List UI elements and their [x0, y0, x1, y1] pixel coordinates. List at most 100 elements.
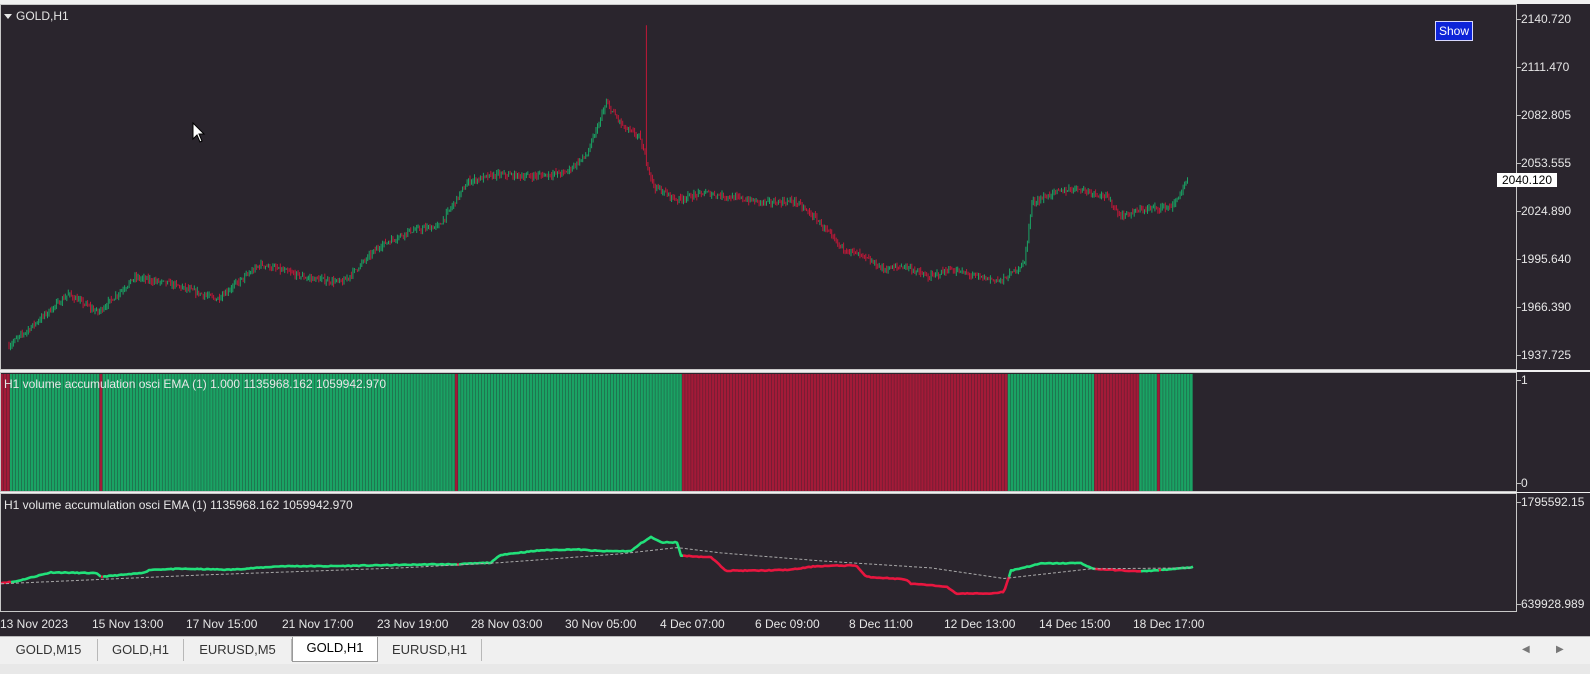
histogram-bar: [419, 374, 422, 491]
indicator1-axis-top: 1: [1521, 373, 1528, 387]
histogram-bar: [700, 374, 703, 491]
histogram-bar: [1007, 374, 1011, 491]
histogram-bar: [523, 374, 527, 491]
histogram-bar: [54, 374, 58, 491]
histogram-bar: [266, 374, 270, 491]
tab-scroll-left-icon[interactable]: ◀: [1522, 644, 1530, 655]
histogram-bar: [550, 374, 554, 491]
histogram-bar: [219, 374, 222, 491]
histogram-bar: [670, 374, 673, 491]
histogram-bar: [30, 374, 34, 491]
histogram-bar: [1079, 374, 1083, 491]
histogram-bar: [706, 374, 709, 491]
histogram-bar: [159, 374, 162, 491]
histogram-bar: [511, 374, 515, 491]
histogram-bar: [27, 374, 31, 491]
histogram-bar: [132, 374, 136, 491]
time-axis-label: 28 Nov 03:00: [471, 617, 543, 631]
tab-gold-h1-active[interactable]: GOLD,H1: [292, 637, 378, 662]
histogram-bar: [449, 374, 452, 491]
indicator1-axis-bottom: 0: [1521, 476, 1528, 490]
histogram-bar: [598, 374, 602, 491]
histogram-bar: [1106, 374, 1109, 491]
indicator-pane-line[interactable]: H1 volume accumulation osci EMA (1) 1135…: [0, 493, 1517, 612]
histogram-bar: [467, 374, 470, 491]
indicator-pane-histogram[interactable]: H1 volume accumulation osci EMA (1) 1.00…: [0, 372, 1517, 492]
dropdown-triangle-icon[interactable]: [4, 13, 12, 19]
histogram-bar: [834, 374, 838, 491]
show-button[interactable]: Show: [1435, 21, 1473, 41]
histogram-bar: [380, 374, 384, 491]
histogram-bar: [1016, 374, 1020, 491]
histogram-bar: [965, 374, 969, 491]
tab-scroll-right-icon[interactable]: ▶: [1556, 644, 1564, 655]
histogram-bar: [1175, 374, 1178, 491]
histogram-bar: [1001, 374, 1005, 491]
histogram-bar: [90, 374, 94, 491]
histogram-bar: [822, 374, 826, 491]
histogram-bar: [1043, 374, 1047, 491]
histogram-bar: [667, 374, 670, 491]
histogram-bar: [499, 374, 503, 491]
histogram-bar: [446, 374, 449, 491]
histogram-bar: [168, 374, 171, 491]
histogram-bar: [1082, 374, 1086, 491]
histogram-bar: [595, 374, 599, 491]
histogram-bar: [1, 374, 4, 491]
histogram-bar: [389, 374, 393, 491]
histogram-bar: [320, 374, 324, 491]
price-axis[interactable]: 2140.720 2111.470 2082.805 2053.555 2024.890…: [1517, 4, 1590, 370]
histogram-bar: [568, 374, 572, 491]
histogram-bar: [120, 374, 124, 491]
histogram-bar: [688, 374, 691, 491]
histogram-bar: [254, 374, 258, 491]
time-axis-label: 30 Nov 05:00: [565, 617, 637, 631]
histogram-bar: [502, 374, 506, 491]
histogram-bar: [1088, 374, 1092, 491]
histogram-bar: [592, 374, 596, 491]
time-axis[interactable]: 13 Nov 2023 15 Nov 13:00 17 Nov 15:00 21 No…: [0, 612, 1590, 636]
histogram-bar: [1085, 374, 1089, 491]
histogram-bar: [422, 374, 425, 491]
tab-eurusd-m5[interactable]: EURUSD,M5: [184, 639, 292, 661]
histogram-bar: [374, 374, 378, 491]
histogram-bar: [1133, 374, 1136, 491]
tab-gold-m15[interactable]: GOLD,M15: [0, 639, 98, 661]
histogram-bar: [1118, 374, 1121, 491]
histogram-bar: [204, 374, 207, 491]
price-chart-pane[interactable]: GOLD,H1 Show: [0, 4, 1517, 370]
histogram-bar: [162, 374, 165, 491]
histogram-bar: [924, 374, 927, 491]
histogram-bar: [977, 374, 981, 491]
histogram-bar: [992, 374, 996, 491]
histogram-bar: [314, 374, 318, 491]
histogram-bar: [1160, 374, 1163, 491]
histogram-bar: [108, 374, 112, 491]
histogram-bar: [780, 374, 784, 491]
histogram-bar: [284, 374, 288, 491]
price-axis-tick: [1517, 211, 1521, 212]
histogram-bar: [936, 374, 939, 491]
histogram-bar: [762, 374, 766, 491]
histogram-bar: [837, 374, 841, 491]
histogram-bar: [1154, 374, 1157, 491]
histogram-bar: [135, 374, 139, 491]
histogram-bar: [517, 374, 521, 491]
histogram-bar: [625, 374, 629, 491]
histogram-bar: [640, 374, 643, 491]
time-axis-label: 15 Nov 13:00: [92, 617, 164, 631]
histogram-bar: [290, 374, 294, 491]
histogram-bar: [323, 374, 327, 491]
histogram-bar: [1103, 374, 1107, 491]
histogram-bar: [658, 374, 661, 491]
time-axis-label: 18 Dec 17:00: [1133, 617, 1205, 631]
histogram-bar: [1142, 374, 1145, 491]
histogram-bar: [431, 374, 434, 491]
histogram-bar: [1037, 374, 1041, 491]
histogram-bar: [299, 374, 303, 491]
tab-gold-h1[interactable]: GOLD,H1: [98, 639, 184, 661]
histogram-bar: [1040, 374, 1044, 491]
tab-eurusd-h1[interactable]: EURUSD,H1: [378, 639, 482, 661]
histogram-bar: [586, 374, 590, 491]
histogram-bar: [682, 374, 685, 491]
